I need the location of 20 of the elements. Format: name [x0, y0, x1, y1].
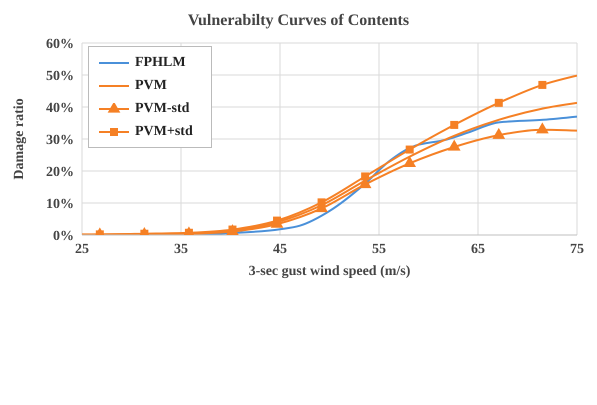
y-tick-label: 30%: [46, 132, 74, 148]
y-tick-label: 20%: [46, 164, 74, 180]
y-tick-label: 0%: [53, 228, 74, 244]
x-tick-label: 25: [75, 242, 89, 257]
chart-title: Vulnerabilty Curves of Contents: [186, 12, 410, 30]
y-tick-label: 60%: [46, 36, 74, 52]
legend-label: PVM-std: [135, 100, 190, 116]
y-tick-label: 40%: [46, 100, 74, 116]
x-tick-label: 75: [570, 242, 584, 257]
x-tick-label: 45: [273, 242, 287, 257]
y-axis-title: Damage ratio: [12, 98, 27, 180]
legend-label: FPHLM: [135, 54, 186, 70]
x-tick-label: 35: [174, 242, 188, 257]
x-axis-title: 3-sec gust wind speed (m/s): [248, 264, 411, 279]
y-tick-label: 50%: [46, 68, 74, 84]
y-tick-label: 10%: [46, 196, 74, 212]
x-tick-label: 55: [372, 242, 386, 257]
legend-label: PVM: [135, 78, 167, 94]
x-tick-label: 65: [471, 242, 485, 257]
legend-label: PVM+std: [135, 124, 193, 140]
